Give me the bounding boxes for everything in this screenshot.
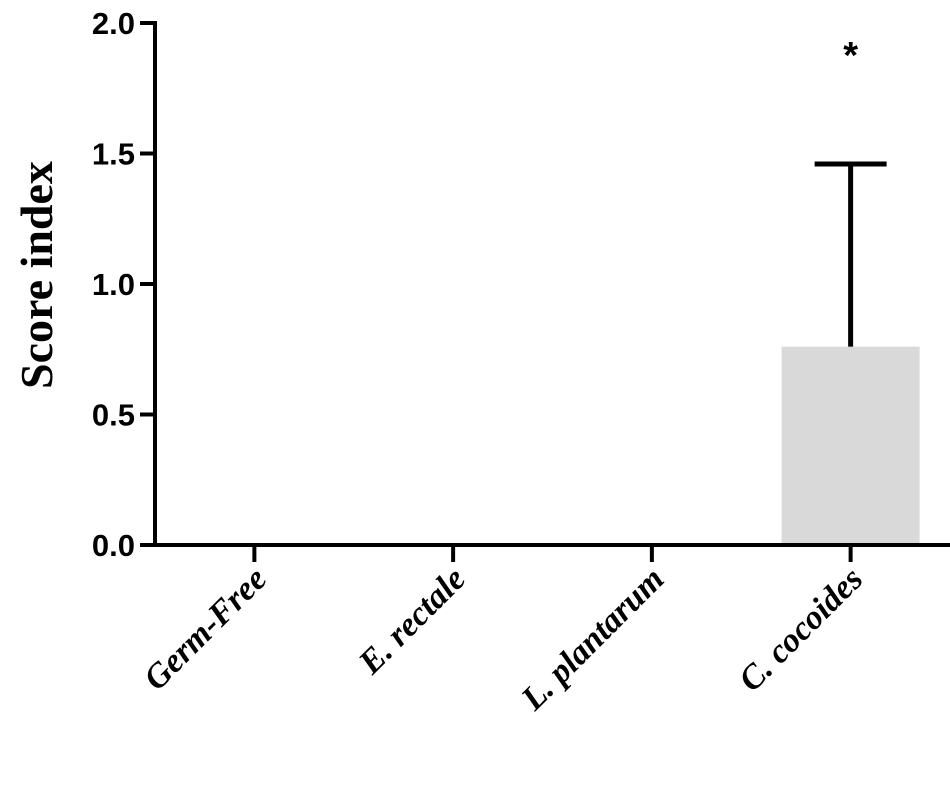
x-tick-label: L. plantarum xyxy=(514,560,672,718)
bar xyxy=(781,346,920,545)
y-tick-label: 2.0 xyxy=(92,6,135,41)
bars-layer xyxy=(781,346,920,545)
axes-layer xyxy=(140,21,950,562)
labels-layer: 0.0 0.5 1.0 1.5 2.0 Germ-Free E. rectale L. pla… xyxy=(92,6,870,718)
error-bars-layer xyxy=(814,161,887,347)
x-tick-label: C. cocoides xyxy=(732,560,870,698)
y-axis-title: Score index xyxy=(11,161,62,389)
y-tick-label: 0.0 xyxy=(92,528,135,563)
y-tick-label: 0.5 xyxy=(92,398,135,433)
y-tick-label: 1.5 xyxy=(92,137,135,172)
x-tick-label: Germ-Free xyxy=(137,560,274,697)
significance-marker: * xyxy=(843,35,858,77)
y-tick-label: 1.0 xyxy=(92,267,135,302)
x-tick-label: E. rectale xyxy=(351,560,473,682)
